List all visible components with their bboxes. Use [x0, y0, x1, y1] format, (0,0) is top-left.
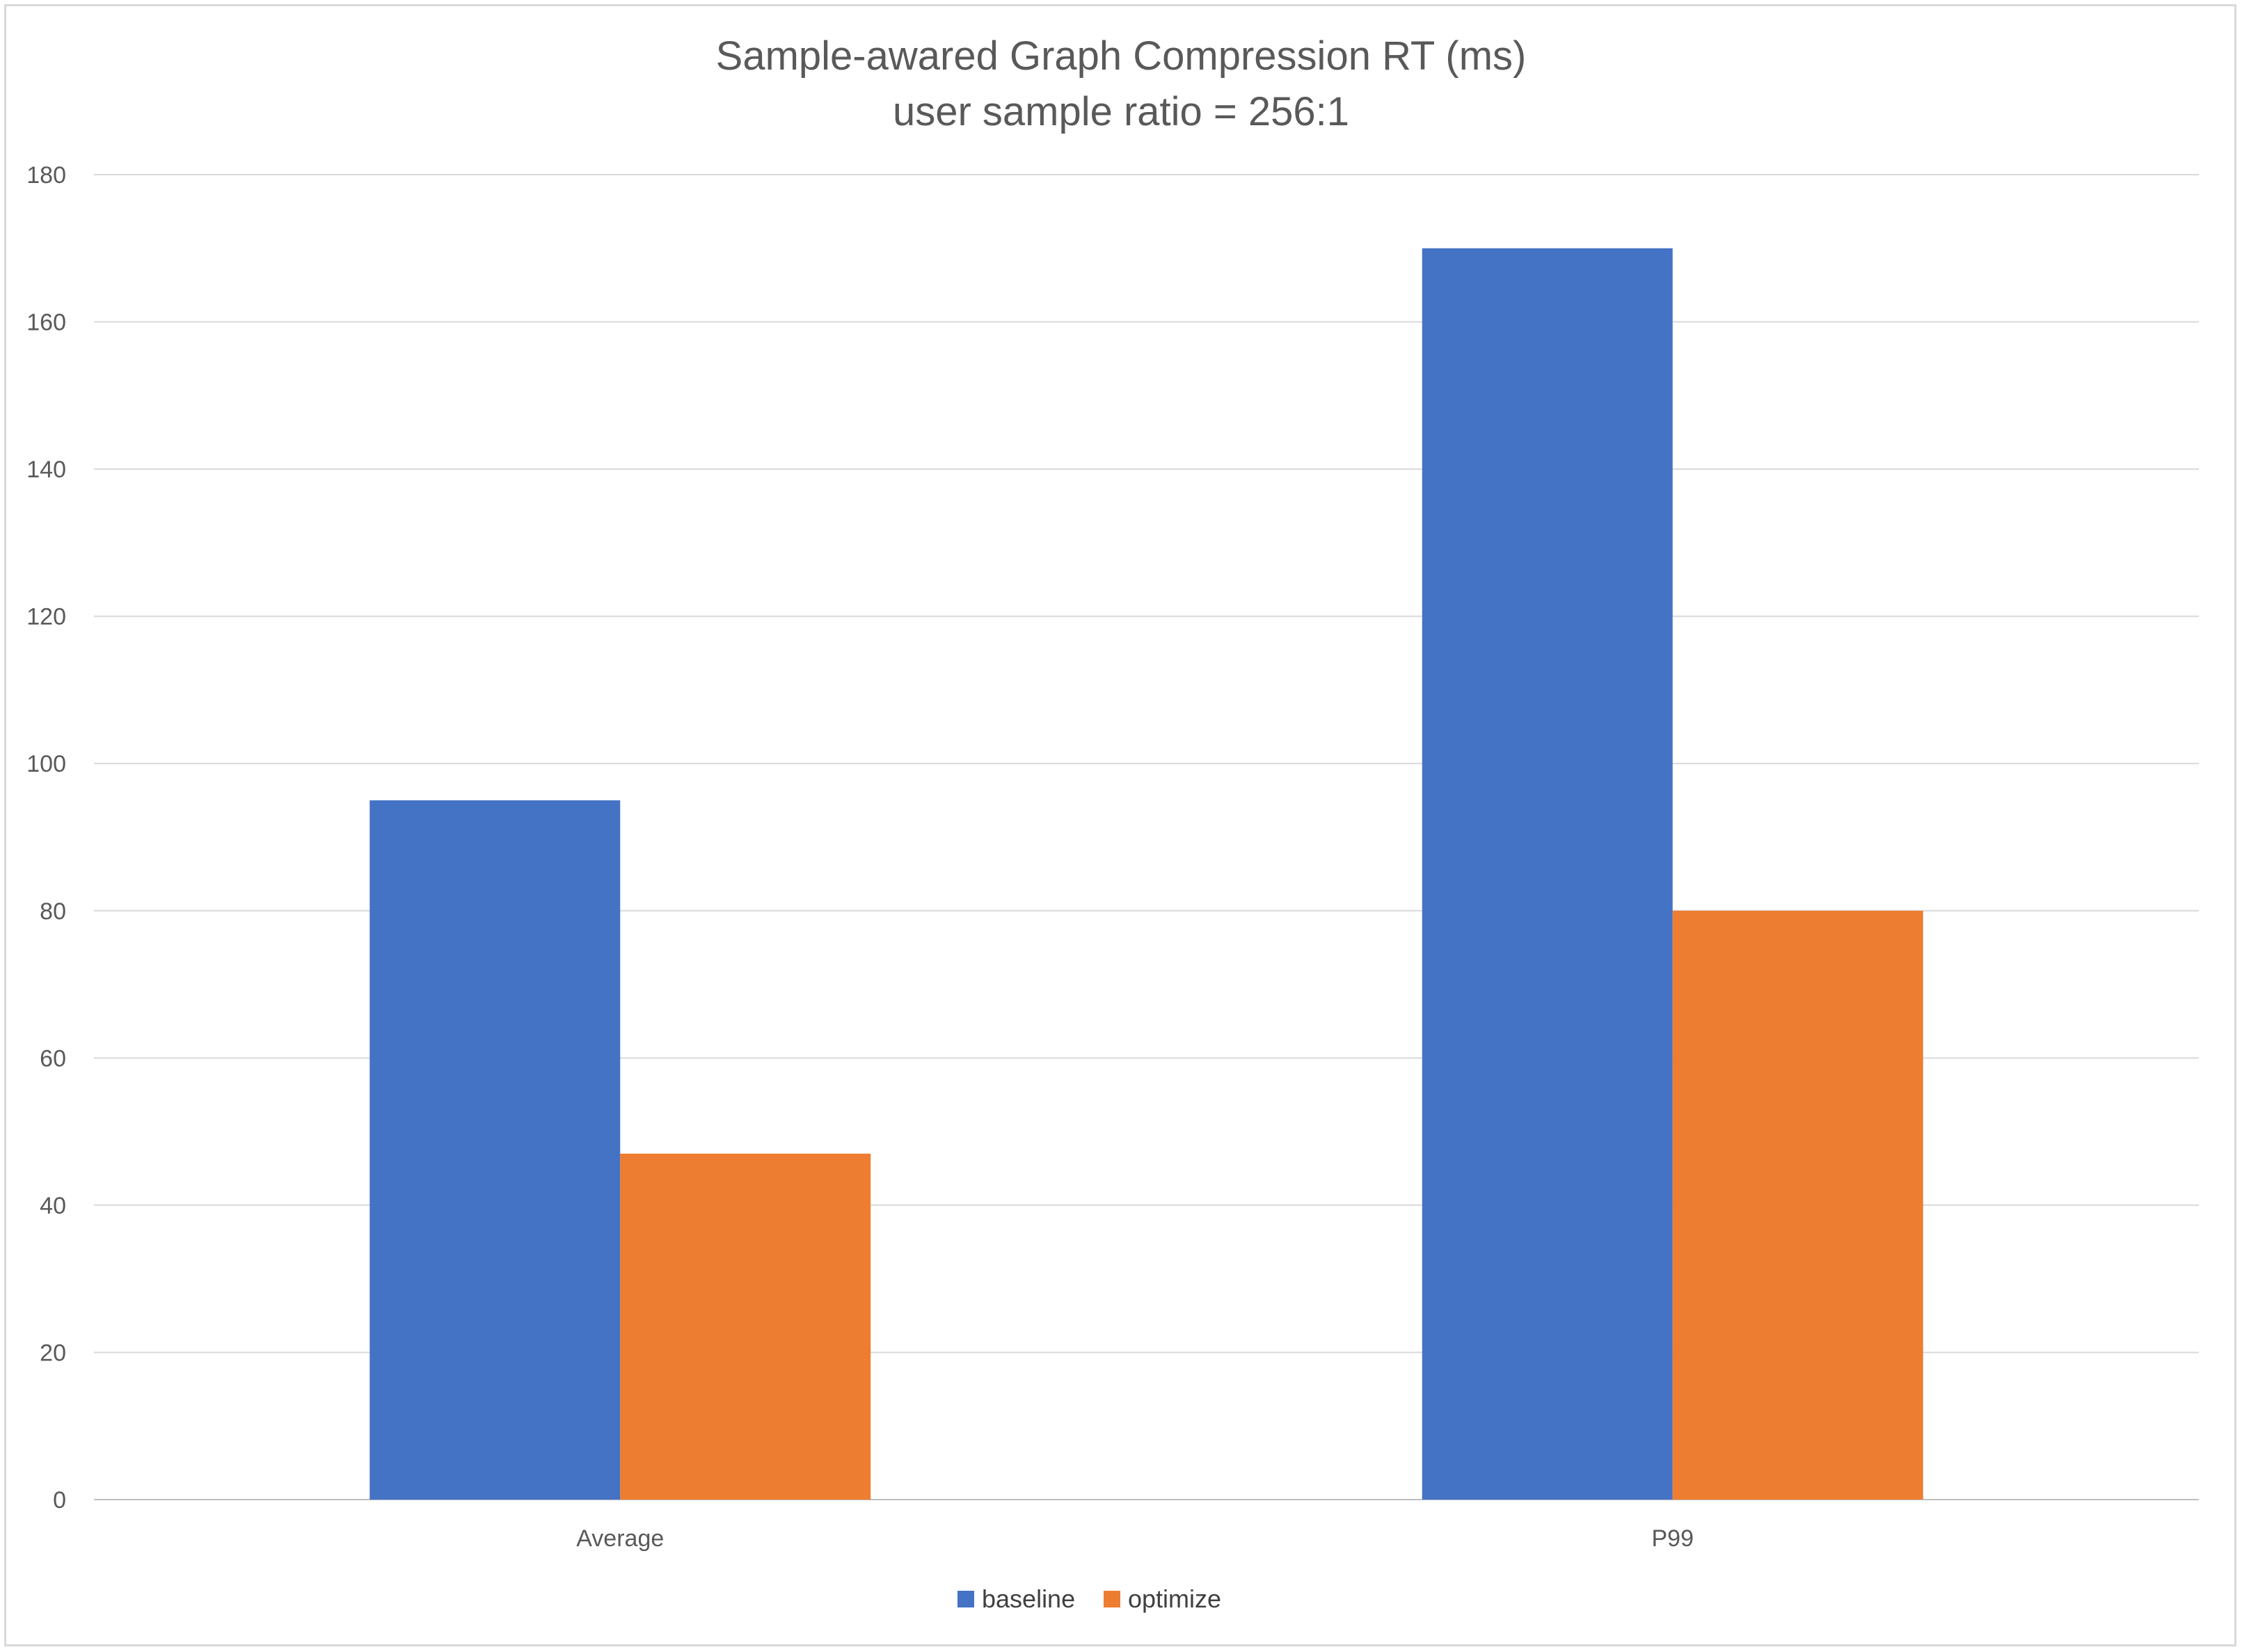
chart-title: Sample-awared Graph Compression RT (ms) — [716, 33, 1527, 79]
y-tick-label: 0 — [53, 1487, 66, 1514]
y-tick-label: 80 — [40, 898, 66, 925]
bar-optimize-average — [620, 1153, 871, 1500]
bar-baseline-p99 — [1422, 248, 1673, 1500]
x-tick-label: Average — [576, 1525, 664, 1552]
bar-optimize-p99 — [1672, 910, 1923, 1500]
y-tick-label: 60 — [40, 1045, 66, 1072]
y-tick-label: 160 — [26, 310, 66, 336]
y-axis-tick-labels: 0 20 40 60 80 100 120 140 160 180 — [26, 162, 66, 1514]
y-tick-label: 20 — [40, 1340, 66, 1366]
legend: baseline optimize — [957, 1585, 1221, 1613]
legend-swatch-optimize — [1104, 1591, 1120, 1607]
chart-subtitle: user sample ratio = 256:1 — [893, 89, 1349, 134]
legend-swatch-baseline — [957, 1591, 974, 1607]
bars — [369, 248, 1923, 1500]
legend-label-baseline: baseline — [982, 1585, 1075, 1613]
y-tick-label: 180 — [26, 162, 66, 189]
bar-baseline-average — [369, 800, 621, 1500]
x-axis-tick-labels: Average P99 — [576, 1525, 1694, 1552]
y-tick-label: 120 — [26, 604, 66, 630]
y-tick-label: 140 — [26, 456, 66, 483]
x-tick-label: P99 — [1652, 1525, 1694, 1552]
y-tick-label: 100 — [26, 751, 66, 777]
legend-label-optimize: optimize — [1128, 1585, 1221, 1613]
y-tick-label: 40 — [40, 1193, 66, 1219]
